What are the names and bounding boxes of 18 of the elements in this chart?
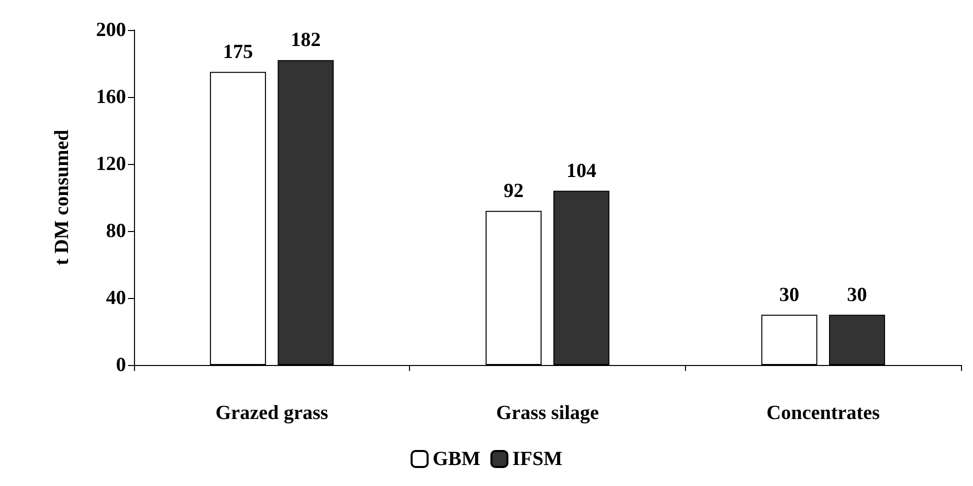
x-tick-label: Grazed grass <box>215 402 328 424</box>
legend-label: GBM <box>432 448 481 470</box>
data-label: 30 <box>779 284 800 306</box>
data-label: 104 <box>566 160 596 182</box>
data-label: 30 <box>847 284 868 306</box>
y-tick-label: 120 <box>96 153 126 175</box>
y-tick-label: 40 <box>106 287 126 309</box>
y-tick-label: 160 <box>96 86 126 108</box>
data-label: 182 <box>290 29 321 52</box>
y-axis-title: t DM consumed <box>51 130 73 266</box>
x-tick-label: Grass silage <box>496 402 600 424</box>
y-tick-label: 0 <box>116 354 126 376</box>
data-label: 175 <box>222 40 253 63</box>
x-tick-label: Concentrates <box>766 402 880 424</box>
data-label: 92 <box>504 180 524 202</box>
y-tick-label: 200 <box>96 19 126 41</box>
y-tick-label: 80 <box>106 220 126 242</box>
legend-label: IFSM <box>512 448 563 470</box>
